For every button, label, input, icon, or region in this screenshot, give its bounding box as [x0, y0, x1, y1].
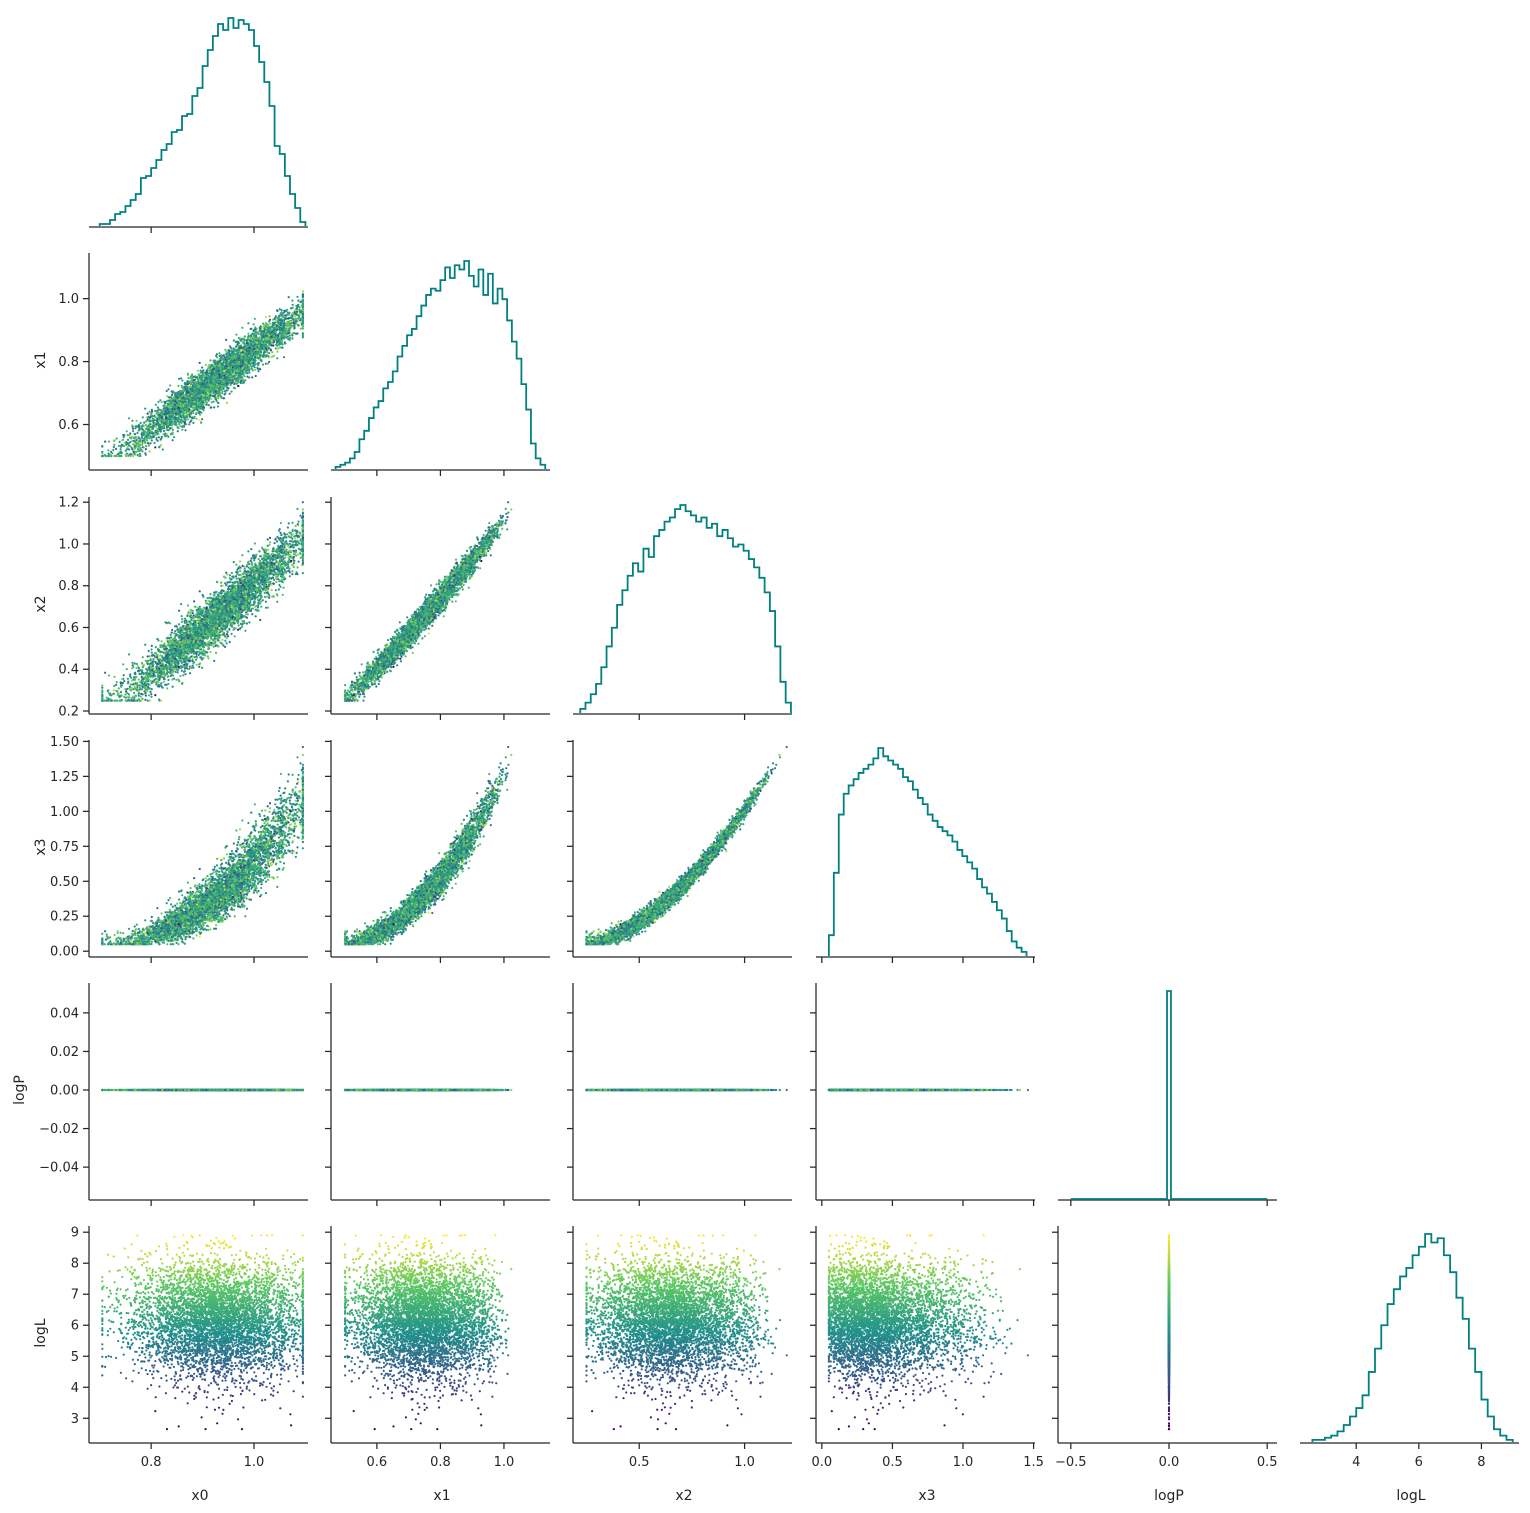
scatter-point	[217, 402, 219, 404]
panel-x0-vs-x0	[89, 18, 308, 233]
scatter-point	[155, 404, 157, 406]
scatter-point	[291, 300, 293, 302]
scatter-point	[151, 439, 153, 441]
scatter-point	[188, 423, 190, 425]
scatter-point	[268, 361, 270, 363]
scatter-point	[128, 417, 130, 419]
y-tick-label: 1.0	[58, 292, 79, 307]
scatter-point	[155, 413, 157, 415]
scatter-point	[107, 449, 109, 451]
scatter-point	[224, 349, 226, 351]
scatter-point	[200, 370, 202, 372]
scatter-point	[199, 362, 201, 364]
scatter-points-x1-vs-x0	[101, 290, 304, 457]
scatter-point	[142, 416, 144, 418]
scatter-point	[236, 383, 238, 385]
scatter-point	[229, 393, 231, 395]
scatter-point	[145, 424, 147, 426]
scatter-point	[123, 434, 125, 436]
y-tick-label: 0.8	[58, 355, 79, 370]
scatter-point	[178, 378, 180, 380]
scatter-point	[116, 437, 118, 439]
scatter-point	[161, 401, 163, 403]
scatter-point	[149, 442, 151, 444]
scatter-point	[254, 318, 256, 320]
scatter-point	[288, 312, 290, 314]
corner-plot-panels: 0.60.81.00.20.40.60.81.01.20.000.250.500…	[12, 18, 1519, 1504]
scatter-point	[149, 450, 151, 452]
scatter-point	[257, 370, 259, 372]
scatter-point	[269, 323, 271, 325]
panel-x1-vs-x0: 0.6 0.8 1.0	[58, 253, 308, 476]
scatter-point	[289, 335, 291, 337]
scatter-point	[131, 420, 133, 422]
scatter-point	[181, 429, 183, 431]
scatter-point	[201, 366, 203, 368]
histogram-x0	[100, 18, 306, 226]
scatter-point	[205, 364, 207, 366]
scatter-point	[187, 418, 189, 420]
scatter-point	[296, 311, 298, 313]
scatter-point	[246, 376, 248, 378]
scatter-point	[251, 376, 253, 378]
y-tick-label: 0.6	[58, 418, 79, 433]
scatter-point	[167, 388, 169, 390]
scatter-point	[164, 402, 166, 404]
scatter-point	[265, 363, 267, 365]
scatter-point	[201, 418, 203, 420]
scatter-point	[226, 402, 228, 404]
scatter-point	[235, 334, 237, 336]
